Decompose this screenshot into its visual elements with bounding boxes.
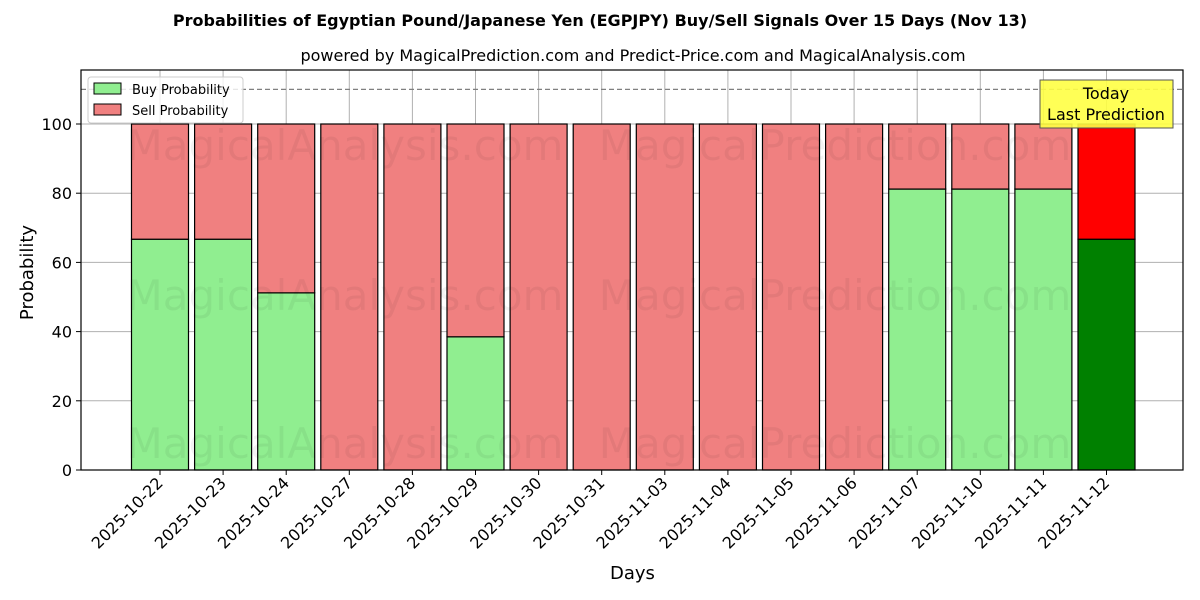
sell-bar	[888, 123, 947, 190]
sell-bar	[509, 123, 568, 471]
sell-bar	[130, 123, 190, 240]
sell-bar	[635, 123, 694, 471]
svg-text:Last Prediction: Last Prediction	[1047, 105, 1165, 124]
sell-bar	[698, 123, 758, 471]
sell-bar	[446, 123, 505, 338]
sell-bar	[572, 123, 631, 471]
x-axis-label: Days	[610, 563, 655, 584]
svg-text:MagicalAnalysis.com: MagicalAnalysis.com	[127, 419, 564, 468]
svg-text:MagicalAnalysis.com: MagicalAnalysis.com	[127, 271, 564, 320]
sell-bar	[1077, 123, 1136, 240]
buy-bar	[888, 188, 947, 471]
sell-bar	[257, 123, 316, 294]
buy-bar	[1077, 238, 1136, 471]
buy-bar	[130, 238, 190, 471]
svg-text:MagicalPrediction.com: MagicalPrediction.com	[599, 271, 1072, 320]
chart-subtitle: powered by MagicalPrediction.com and Pre…	[300, 46, 966, 65]
svg-text:40: 40	[52, 323, 72, 342]
y-axis-label: Probability	[17, 224, 39, 321]
sell-bar	[194, 123, 253, 240]
svg-text:Buy Probability: Buy Probability	[132, 83, 230, 98]
svg-text:Today: Today	[1082, 84, 1129, 103]
svg-text:MagicalAnalysis.com: MagicalAnalysis.com	[127, 121, 564, 170]
svg-text:MagicalPrediction.com: MagicalPrediction.com	[599, 419, 1072, 468]
svg-text:MagicalPrediction.com: MagicalPrediction.com	[599, 121, 1072, 170]
sell-bar	[824, 123, 884, 471]
svg-text:100: 100	[41, 115, 72, 134]
svg-text:60: 60	[52, 253, 72, 272]
sell-bar	[1014, 123, 1073, 190]
sell-bar	[761, 123, 821, 471]
svg-text:80: 80	[52, 184, 72, 203]
svg-text:Sell Probability: Sell Probability	[132, 104, 229, 119]
svg-text:20: 20	[52, 392, 72, 411]
svg-text:0: 0	[62, 461, 72, 480]
buy-bar	[1014, 188, 1073, 471]
chart-title: Probabilities of Egyptian Pound/Japanese…	[172, 11, 1028, 30]
buy-bar	[951, 188, 1010, 471]
sell-bar	[951, 123, 1010, 190]
sell-bar	[383, 123, 442, 471]
sell-bar	[320, 123, 379, 471]
